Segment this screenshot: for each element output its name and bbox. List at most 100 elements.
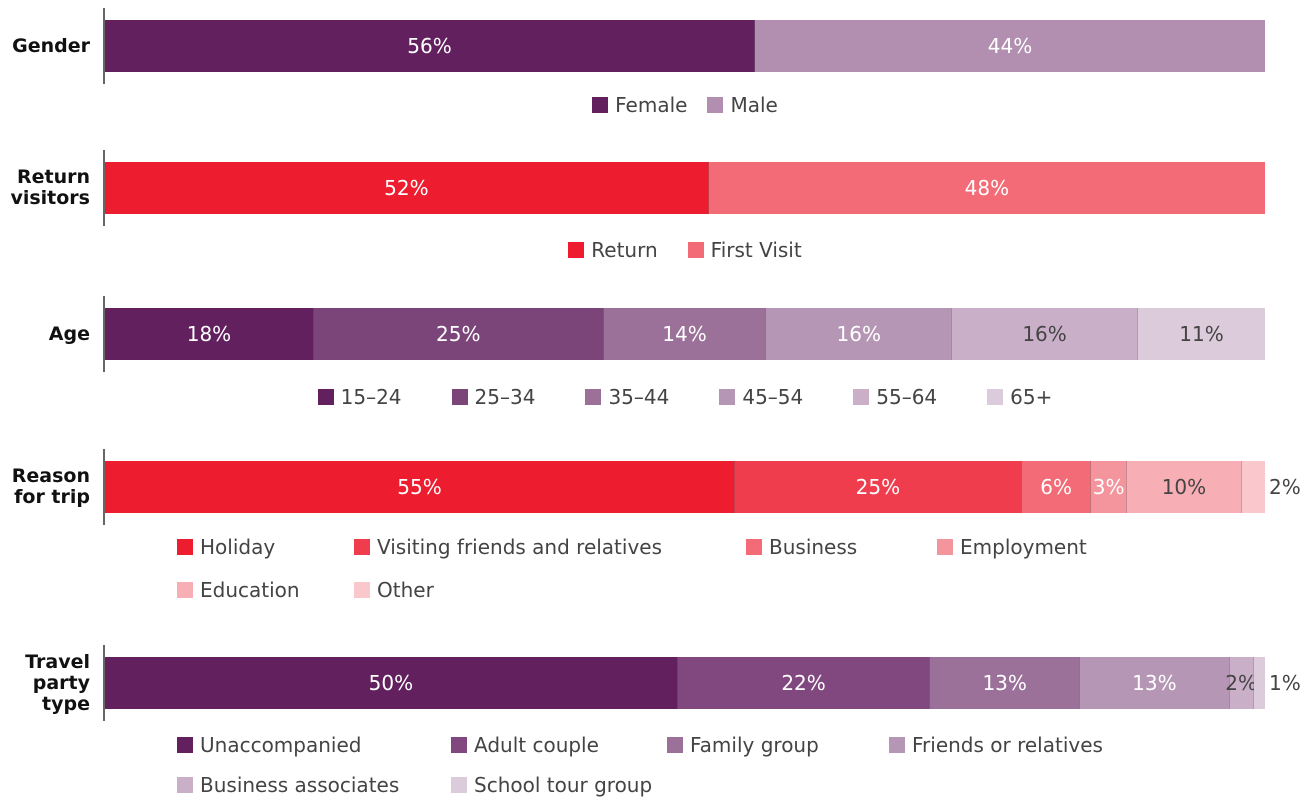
legend-item: Education (177, 570, 354, 610)
legend-swatch (177, 582, 193, 598)
legend-item: Male (707, 85, 778, 125)
legend-label: 15–24 (340, 385, 402, 409)
axis-line (103, 8, 105, 84)
legend-swatch (987, 389, 1004, 405)
data-label: 18% (186, 322, 232, 346)
bar-segment: 13% (1080, 657, 1230, 709)
legend-swatch (853, 389, 870, 405)
data-label: 14% (662, 322, 707, 346)
legend-item: 25–34 (451, 377, 536, 417)
data-label: 3% (1092, 475, 1125, 499)
legend-swatch (354, 539, 370, 555)
bar-segment: 50% (105, 657, 678, 709)
legend-label: 55–64 (876, 385, 938, 409)
axis-line (103, 296, 105, 372)
legend: Female Male (105, 85, 1265, 125)
bar-segment: 14% (603, 308, 767, 360)
legend-swatch (937, 539, 953, 555)
data-label: 52% (384, 176, 429, 200)
legend-swatch (592, 97, 609, 113)
data-label: 56% (407, 34, 452, 58)
legend-item: Unaccompanied (177, 725, 451, 765)
legend-item: 45–54 (719, 377, 803, 417)
bar-segment: 56% (105, 20, 756, 72)
data-label: 13% (1132, 671, 1177, 695)
data-label: 25% (436, 322, 481, 346)
bar-segment: 2% (1225, 657, 1257, 709)
bar-segment: 44% (755, 20, 1265, 72)
legend-label: Business (769, 535, 858, 559)
legend-item: Business associates (177, 765, 451, 799)
legend-swatch (354, 582, 370, 598)
row-label: Gender (12, 34, 90, 57)
bar-segment: 2% (1242, 461, 1301, 513)
legend-label: School tour group (474, 773, 653, 797)
legend-swatch (568, 242, 585, 258)
bar-segment: 55% (105, 461, 735, 513)
legend-swatch (585, 389, 602, 405)
data-label: 25% (855, 475, 901, 499)
bar-segment: 13% (930, 657, 1081, 709)
legend-label: Adult couple (474, 733, 599, 757)
data-label: 16% (836, 322, 881, 346)
legend-swatch (451, 737, 467, 753)
legend: Unaccompanied Adult couple Family group Fri… (177, 725, 1103, 799)
legend-swatch (451, 389, 468, 405)
legend-label: Unaccompanied (200, 733, 362, 757)
data-label: 50% (368, 671, 414, 695)
bar-segment: 25% (734, 461, 1022, 513)
data-label: 55% (397, 475, 442, 499)
data-label: 22% (781, 671, 826, 695)
stacked-bar: 52% 48% (105, 162, 1265, 214)
legend-item: Employment (937, 527, 1087, 567)
bar-segment: 16% (766, 308, 953, 360)
bar-segment: 6% (1021, 461, 1092, 513)
legend-item: 15–24 (317, 377, 402, 417)
bar-segment: 11% (1137, 308, 1265, 360)
bar-segment: 18% (105, 308, 314, 360)
legend-label: 45–54 (742, 385, 804, 409)
legend-label: Female (615, 93, 688, 117)
legend-label: Return (591, 238, 658, 262)
legend-label: 25–34 (474, 385, 536, 409)
legend-label: Other (377, 578, 434, 602)
bar-segment: 22% (677, 657, 931, 709)
legend-swatch (177, 539, 193, 555)
legend-swatch (667, 737, 683, 753)
legend-item: Holiday (177, 527, 354, 567)
legend-label: Employment (960, 535, 1087, 559)
row-label: Travel party type (25, 650, 90, 715)
axis-line (103, 645, 105, 721)
legend-label: Visiting friends and relatives (377, 535, 663, 559)
data-label: 16% (1022, 322, 1067, 346)
legend-label: Male (730, 93, 778, 117)
legend-item: Visiting friends and relatives (354, 527, 746, 567)
stacked-bar: 55% 25% 6% 3% 10% 2% (105, 461, 1301, 513)
stacked-bar: 50% 22% 13% 13% 2% 1% (105, 657, 1301, 709)
legend-label: 35–44 (608, 385, 670, 409)
legend-item: 35–44 (585, 377, 669, 417)
stacked-bar: 18% 25% 14% 16% 16% 11% (105, 308, 1265, 360)
stacked-bar: 56% 44% (105, 20, 1265, 72)
legend-label: Holiday (200, 535, 276, 559)
legend-swatch (317, 389, 334, 405)
data-label: 13% (982, 671, 1027, 695)
legend-item: Family group (667, 725, 889, 765)
legend-item: Business (746, 527, 937, 567)
legend-item: School tour group (451, 765, 667, 799)
bar-segment: 16% (952, 308, 1138, 360)
legend-label: Education (200, 578, 300, 602)
legend-swatch (707, 97, 724, 113)
legend-swatch (177, 737, 193, 753)
row-label: Age (48, 322, 90, 345)
legend-label: 65+ (1010, 385, 1053, 409)
legend-label: Business associates (200, 773, 400, 797)
legend-item: Friends or relatives (889, 725, 1103, 765)
legend-label: Friends or relatives (912, 733, 1103, 757)
legend-swatch (451, 777, 467, 793)
data-label: 2% (1269, 475, 1301, 499)
legend-item: 65+ (987, 377, 1052, 417)
legend-item: First Visit (687, 230, 802, 270)
data-label: 44% (987, 34, 1033, 58)
